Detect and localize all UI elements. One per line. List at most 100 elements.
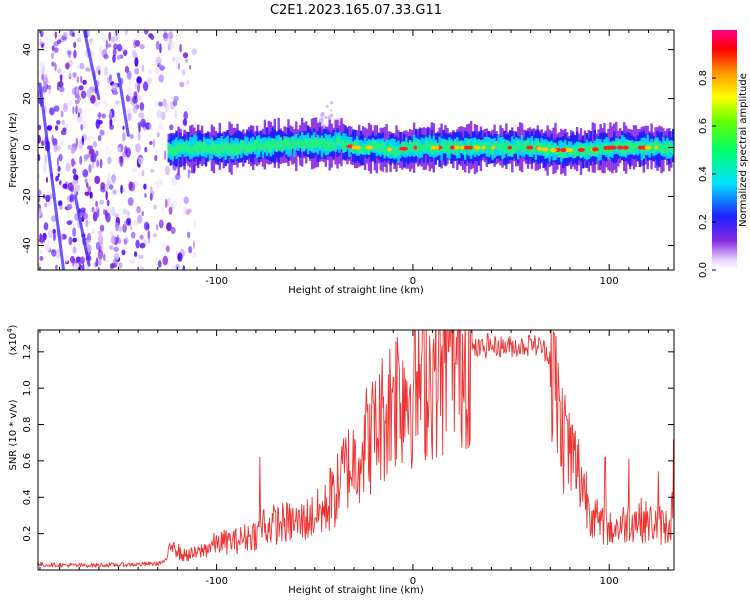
spectrogram-hot-spot bbox=[468, 145, 473, 150]
y-tick-label: -40 bbox=[22, 237, 33, 253]
spectrogram-speckle bbox=[77, 112, 80, 118]
spectrogram-speckle bbox=[168, 206, 173, 215]
spectrogram-speckle bbox=[148, 238, 151, 244]
spectrogram-speckle bbox=[187, 169, 191, 174]
spectrogram-speckle bbox=[179, 81, 185, 88]
spectrogram-speckle bbox=[171, 95, 174, 101]
spectrogram-speckle bbox=[57, 68, 62, 74]
snr-y-scale-factor: (x104) bbox=[6, 324, 19, 355]
y-tick-label: -20 bbox=[22, 188, 33, 204]
spectrogram-speckle bbox=[161, 111, 166, 121]
spectrogram-band-cell bbox=[426, 141, 430, 151]
spectrogram-speckle bbox=[112, 189, 117, 195]
spectrogram-speckle bbox=[72, 168, 77, 175]
spectrogram-speckle bbox=[166, 222, 172, 232]
spectrogram-speckle bbox=[58, 153, 63, 162]
spectrogram-band-cell bbox=[202, 141, 206, 154]
spectrogram-speckle bbox=[149, 141, 153, 145]
spectrogram-speckle bbox=[38, 207, 43, 217]
spectrogram-speckle bbox=[154, 67, 160, 74]
spectrogram-speckle bbox=[120, 184, 123, 194]
spectrogram-speckle bbox=[140, 266, 144, 270]
spectrogram-speckle bbox=[156, 181, 159, 189]
spectrogram-band-cell bbox=[511, 144, 514, 156]
y-tick-label: 0 bbox=[22, 144, 33, 150]
spectrogram-speckle bbox=[83, 154, 90, 160]
spectrogram-speckle bbox=[139, 234, 144, 240]
spectrogram-band-cell bbox=[359, 146, 363, 154]
spectrogram-speckle bbox=[185, 209, 190, 215]
spectrogram-band-cell bbox=[513, 145, 516, 154]
spectrogram-speckle bbox=[50, 52, 55, 60]
spectrogram-speckle bbox=[128, 181, 133, 191]
spectrogram-band-cell bbox=[261, 142, 265, 150]
spectrogram-hot-spot bbox=[387, 147, 392, 152]
spectrogram-speckle bbox=[41, 73, 44, 81]
spectrogram-speckle bbox=[136, 82, 141, 93]
spectrogram-speckle bbox=[97, 135, 102, 142]
spectrogram-speckle bbox=[158, 101, 163, 107]
spectrogram-band-cell bbox=[242, 141, 245, 150]
spectrogram-hot-spot bbox=[463, 145, 470, 150]
spectrogram-speckle bbox=[147, 230, 151, 240]
spectrogram-band-cell bbox=[306, 139, 310, 148]
spectrogram-hot-spot bbox=[536, 146, 542, 151]
spectrogram-speckle bbox=[175, 264, 180, 269]
spectrogram-band-cell bbox=[487, 141, 490, 150]
spectrogram-speckle bbox=[97, 234, 104, 245]
spectrogram-hot-spot bbox=[605, 145, 614, 150]
spectrogram-speckle bbox=[47, 229, 53, 239]
spectrogram-speckle bbox=[82, 263, 85, 270]
spectrogram-band-cell bbox=[344, 142, 347, 152]
spectrogram-band-cell bbox=[310, 138, 314, 151]
spectrogram-band-cell bbox=[240, 140, 243, 152]
spectrogram-band-cell bbox=[250, 143, 253, 155]
spectrogram-speckle bbox=[71, 88, 76, 95]
spectrogram-band-cell bbox=[222, 143, 225, 154]
spectrogram-speckle bbox=[178, 30, 184, 37]
spectrogram-speckle bbox=[38, 134, 41, 144]
spectrogram-speckle bbox=[152, 138, 156, 148]
spectrogram-speckle bbox=[75, 137, 79, 148]
spectrogram-band-cell bbox=[634, 141, 638, 150]
spectrogram-speckle bbox=[38, 263, 42, 270]
spectrogram-band-cell bbox=[253, 139, 257, 151]
spectrogram-band-cell bbox=[428, 143, 431, 153]
spectrogram-speckle bbox=[112, 54, 116, 63]
spectrogram-frame bbox=[37, 29, 675, 271]
spectrogram-speckle bbox=[193, 219, 197, 228]
spectrogram-speckle bbox=[92, 211, 98, 222]
spectrogram-speckle bbox=[182, 118, 187, 126]
spectrogram-speckle bbox=[42, 45, 48, 53]
spectrogram-speckle bbox=[134, 82, 137, 90]
spectrogram-band-cell bbox=[479, 140, 483, 151]
spectrogram-band-cell bbox=[467, 139, 471, 152]
spectrogram-speckle bbox=[45, 239, 51, 245]
spectrogram-speckle bbox=[57, 165, 61, 172]
spectrogram-hot-spot bbox=[473, 145, 481, 150]
spectrogram-speckle bbox=[161, 243, 165, 249]
spectrogram-band-cell bbox=[391, 145, 394, 155]
spectrogram-speckle bbox=[95, 257, 99, 267]
spectrogram-band-cell bbox=[273, 140, 276, 149]
spectrogram-speckle bbox=[50, 215, 57, 222]
spectrogram-band-cell bbox=[305, 138, 308, 149]
spectrogram-speckle bbox=[116, 43, 123, 52]
spectrogram-band-cell bbox=[228, 144, 231, 156]
spectrogram-speckle bbox=[148, 69, 152, 75]
spectrogram-speckle bbox=[124, 30, 129, 36]
spectrogram-x-axis-label: Height of straight line (km) bbox=[288, 285, 424, 296]
spectrogram-speckle bbox=[88, 135, 94, 142]
spectrogram-speckle bbox=[68, 236, 73, 246]
spectrogram-band-cell bbox=[483, 142, 486, 149]
spectrogram-band-cell bbox=[540, 142, 543, 153]
spectrogram-speckle bbox=[121, 249, 126, 256]
spectrogram-speckle bbox=[88, 164, 92, 173]
spectrogram-band-cell bbox=[485, 143, 488, 153]
spectrogram-hot-spot bbox=[413, 145, 417, 150]
spectrogram-speckle bbox=[82, 169, 89, 178]
spectrogram-band-cell bbox=[346, 140, 349, 147]
spectrogram-band-cell bbox=[255, 139, 259, 149]
spectrogram-speckle bbox=[38, 124, 42, 131]
spectrogram-speckle bbox=[157, 260, 162, 268]
